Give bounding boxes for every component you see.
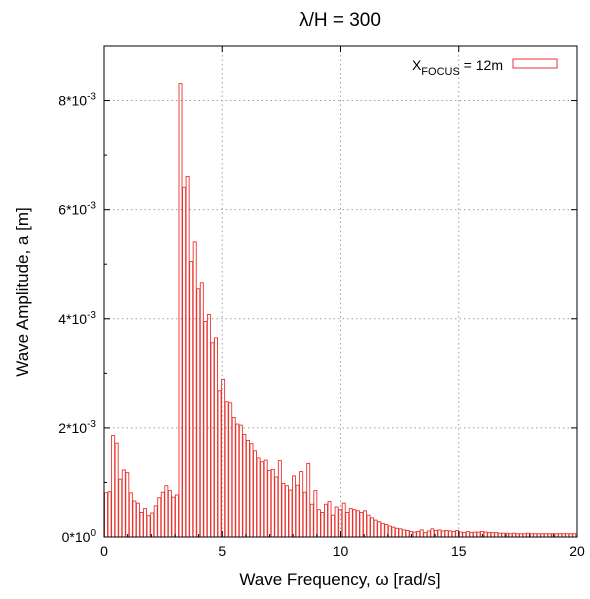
x-tick-label: 0 bbox=[100, 543, 108, 559]
y-tick-label-base: 8*10 bbox=[58, 93, 87, 109]
y-tick-label: 0*100 bbox=[62, 528, 97, 545]
x-tick-label: 15 bbox=[451, 543, 467, 559]
y-tick-label-exponent: 0 bbox=[90, 528, 96, 539]
ticks bbox=[103, 46, 578, 538]
y-axis-label: Wave Amplitude, a [m] bbox=[13, 207, 32, 376]
y-tick-label-base: 6*10 bbox=[58, 202, 87, 218]
legend-label-suffix: = 12m bbox=[460, 57, 503, 73]
y-tick-label: 4*10-3 bbox=[58, 310, 96, 327]
bars bbox=[104, 83, 577, 538]
y-tick-label-base: 4*10 bbox=[58, 311, 87, 327]
x-tick-label: 5 bbox=[218, 543, 226, 559]
y-tick-label-exponent: -3 bbox=[87, 419, 96, 430]
x-tick-label: 10 bbox=[333, 543, 349, 559]
y-tick-label-base: 2*10 bbox=[58, 420, 87, 436]
y-tick-label-base: 0*10 bbox=[62, 529, 91, 545]
legend-label-subscript: FOCUS bbox=[421, 66, 460, 78]
grid bbox=[104, 46, 577, 537]
legend-label: XFOCUS = 12m bbox=[412, 57, 503, 78]
legend-label-base: X bbox=[412, 57, 422, 73]
legend-swatch bbox=[512, 58, 558, 69]
y-tick-label-exponent: -3 bbox=[87, 92, 96, 103]
y-tick-label-exponent: -3 bbox=[87, 201, 96, 212]
y-tick-label-exponent: -3 bbox=[87, 310, 96, 321]
y-tick-label: 8*10-3 bbox=[58, 92, 96, 109]
x-axis-label: Wave Frequency, ω [rad/s] bbox=[239, 570, 440, 589]
chart-title: λ/H = 300 bbox=[299, 10, 381, 31]
x-tick-label: 20 bbox=[569, 543, 585, 559]
legend: XFOCUS = 12m bbox=[412, 57, 558, 78]
y-tick-label: 6*10-3 bbox=[58, 201, 96, 218]
y-tick-label: 2*10-3 bbox=[58, 419, 96, 436]
